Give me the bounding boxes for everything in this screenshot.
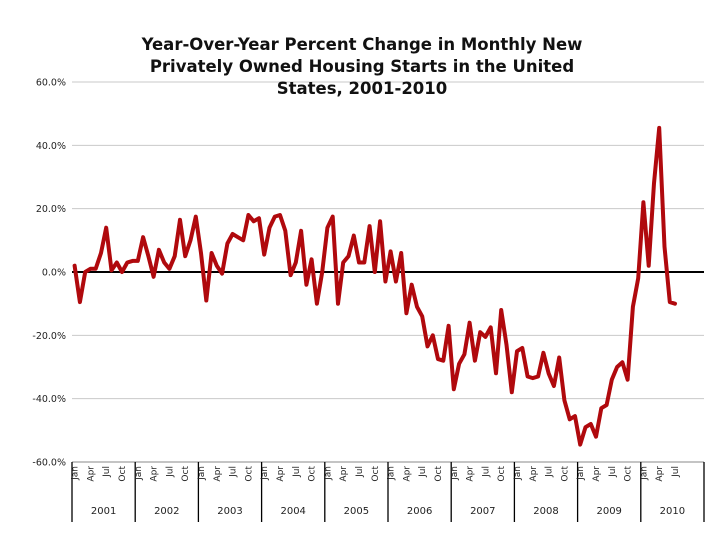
month-tick-label: Oct: [371, 466, 381, 482]
year-label: 2004: [280, 506, 305, 517]
month-tick-label: Jan: [513, 466, 523, 481]
month-tick-label: Apr: [402, 466, 412, 482]
month-tick-label: Oct: [624, 466, 634, 482]
month-tick-label: Jul: [229, 466, 239, 478]
month-tick-label: Jan: [450, 466, 460, 481]
month-tick-label: Jan: [387, 466, 397, 481]
y-tick-label: -40.0%: [32, 394, 66, 405]
month-tick-label: Jul: [355, 466, 365, 478]
y-axis-tick-labels: 60.0% 40.0% 20.0% 0.0% -20.0% -40.0% -60.0%: [32, 78, 66, 469]
series-line: [72, 125, 677, 447]
x-axis-frame: [71, 461, 705, 522]
chart-title-line-1: Year-Over-Year Percent Change in Monthly…: [141, 35, 583, 54]
y-tick-label: 40.0%: [36, 141, 66, 152]
month-tick-label: Oct: [181, 466, 191, 482]
year-label: 2002: [154, 506, 179, 517]
chart-title-line-2: Privately Owned Housing Starts in the Un…: [150, 57, 574, 76]
month-tick-label: Oct: [560, 466, 570, 482]
month-tick-label: Apr: [339, 466, 349, 482]
year-label: 2007: [470, 506, 495, 517]
month-tick-label: Apr: [150, 466, 160, 482]
month-tick-label: Apr: [592, 466, 602, 482]
month-tick-label: Apr: [466, 466, 476, 482]
x-axis-labels: Jan Apr Jul Oct 2001 Jan Apr Jul Oct 2002 Jan Apr Ju…: [71, 466, 685, 517]
month-tick-label: Jan: [71, 466, 81, 481]
y-tick-label: 20.0%: [36, 204, 66, 215]
month-tick-label: Apr: [213, 466, 223, 482]
year-label: 2008: [533, 506, 558, 517]
year-label: 2009: [596, 506, 621, 517]
month-tick-label: Jul: [608, 466, 618, 478]
month-tick-label: Oct: [434, 466, 444, 482]
month-tick-label: Apr: [655, 466, 665, 482]
chart-title: Year-Over-Year Percent Change in Monthly…: [141, 35, 583, 98]
year-label: 2001: [91, 506, 116, 517]
year-label: 2010: [660, 506, 685, 517]
y-tick-label: -60.0%: [32, 458, 66, 469]
month-tick-label: Jul: [671, 466, 681, 478]
month-tick-label: Apr: [276, 466, 286, 482]
month-tick-label: Jul: [481, 466, 491, 478]
month-tick-label: Jul: [102, 466, 112, 478]
month-tick-label: Jan: [639, 466, 649, 481]
series-line-group: [72, 125, 677, 447]
y-tick-label: 0.0%: [42, 268, 66, 279]
month-tick-label: Apr: [86, 466, 96, 482]
month-tick-label: Jul: [292, 466, 302, 478]
month-tick-label: Jan: [576, 466, 586, 481]
month-tick-label: Jan: [260, 466, 270, 481]
year-label: 2005: [344, 506, 369, 517]
month-tick-label: Jan: [134, 466, 144, 481]
month-tick-label: Jul: [545, 466, 555, 478]
chart-title-line-3: States, 2001-2010: [277, 79, 448, 98]
y-tick-label: -20.0%: [32, 331, 66, 342]
year-label: 2006: [407, 506, 432, 517]
month-tick-label: Jan: [197, 466, 207, 481]
y-tick-label: 60.0%: [36, 78, 66, 89]
month-tick-label: Apr: [529, 466, 539, 482]
month-tick-label: Oct: [244, 466, 254, 482]
month-tick-label: Oct: [118, 466, 128, 482]
month-tick-label: Jan: [323, 466, 333, 481]
month-tick-label: Oct: [308, 466, 318, 482]
year-label: 2003: [217, 506, 242, 517]
month-tick-label: Jul: [418, 466, 428, 478]
month-tick-label: Oct: [497, 466, 507, 482]
month-tick-label: Jul: [165, 466, 175, 478]
